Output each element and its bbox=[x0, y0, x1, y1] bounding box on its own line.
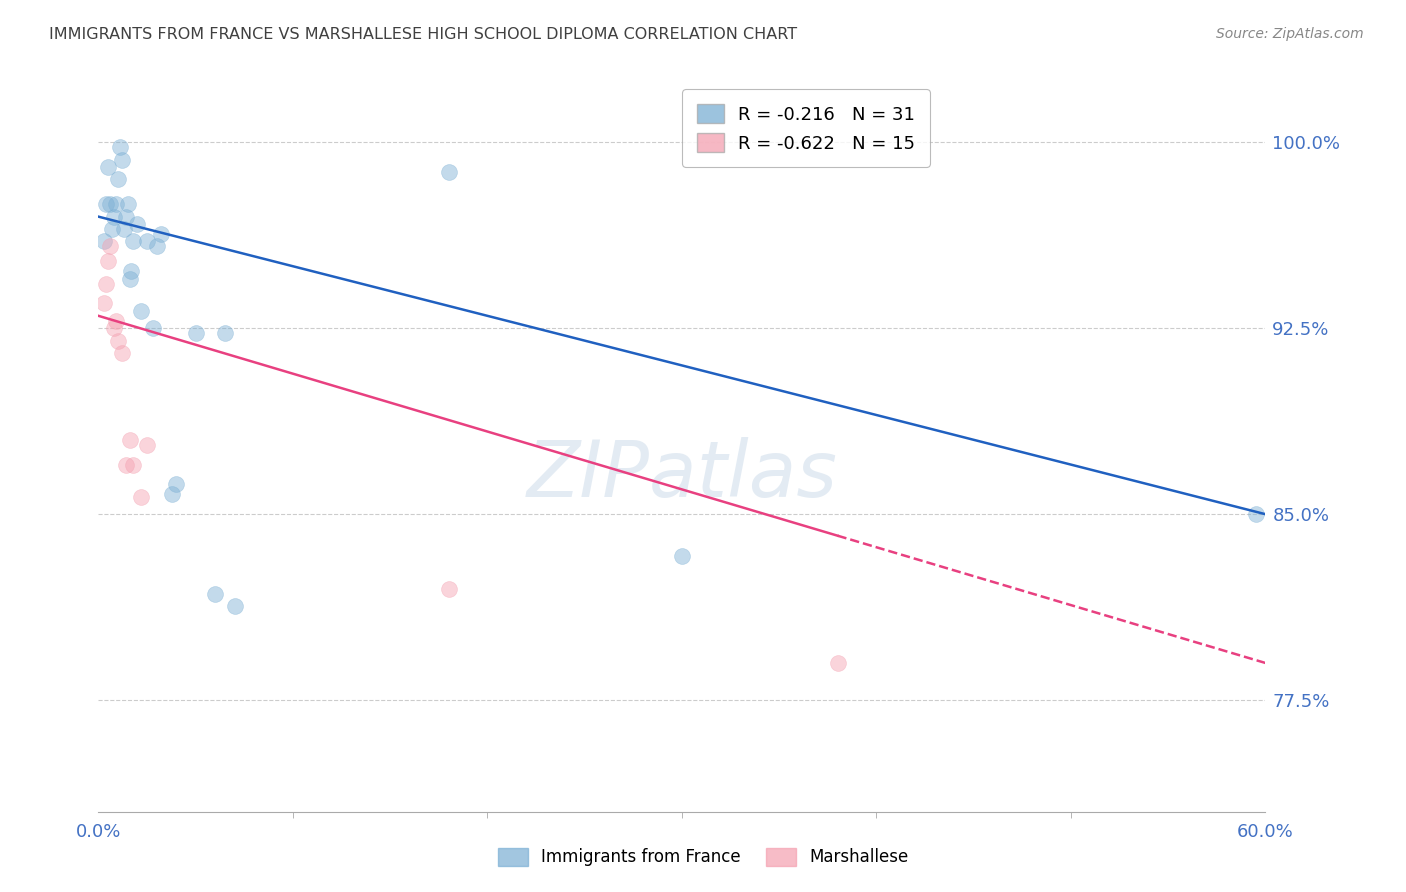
Point bbox=[118, 433, 141, 447]
Point bbox=[136, 438, 159, 452]
Point bbox=[136, 235, 159, 249]
Point bbox=[117, 197, 139, 211]
Point bbox=[121, 264, 143, 278]
Point bbox=[104, 197, 127, 211]
Text: Source: ZipAtlas.com: Source: ZipAtlas.com bbox=[1216, 27, 1364, 41]
Point bbox=[129, 304, 152, 318]
Point bbox=[122, 235, 145, 249]
Point bbox=[118, 271, 141, 285]
Point bbox=[103, 210, 125, 224]
Point bbox=[122, 458, 145, 472]
Point bbox=[111, 346, 134, 360]
Point bbox=[129, 490, 152, 504]
Point bbox=[97, 160, 120, 174]
Point bbox=[97, 254, 120, 268]
Point bbox=[671, 549, 693, 564]
Point bbox=[127, 217, 149, 231]
Point bbox=[114, 458, 136, 472]
Point bbox=[103, 321, 125, 335]
Point bbox=[437, 165, 460, 179]
Point bbox=[114, 210, 136, 224]
Point bbox=[96, 197, 118, 211]
Point bbox=[827, 656, 849, 670]
Point bbox=[93, 235, 115, 249]
Point bbox=[162, 487, 184, 501]
Point bbox=[214, 326, 236, 341]
Point bbox=[111, 153, 134, 167]
Point bbox=[107, 334, 129, 348]
Point bbox=[98, 197, 121, 211]
Point bbox=[437, 582, 460, 596]
Point bbox=[184, 326, 207, 341]
Point bbox=[146, 239, 169, 253]
Point bbox=[204, 586, 226, 600]
Point bbox=[112, 222, 135, 236]
Point bbox=[101, 222, 124, 236]
Point bbox=[96, 277, 118, 291]
Point bbox=[165, 477, 187, 491]
Point bbox=[142, 321, 165, 335]
Text: IMMIGRANTS FROM FRANCE VS MARSHALLESE HIGH SCHOOL DIPLOMA CORRELATION CHART: IMMIGRANTS FROM FRANCE VS MARSHALLESE HI… bbox=[49, 27, 797, 42]
Text: ZIPatlas: ZIPatlas bbox=[526, 437, 838, 513]
Point bbox=[98, 239, 121, 253]
Point bbox=[149, 227, 172, 241]
Point bbox=[108, 140, 131, 154]
Point bbox=[107, 172, 129, 186]
Point bbox=[224, 599, 246, 613]
Legend: Immigrants from France, Marshallese: Immigrants from France, Marshallese bbox=[489, 839, 917, 875]
Legend: R = -0.216   N = 31, R = -0.622   N = 15: R = -0.216 N = 31, R = -0.622 N = 15 bbox=[682, 89, 929, 167]
Point bbox=[104, 314, 127, 328]
Point bbox=[93, 296, 115, 310]
Point bbox=[1244, 507, 1267, 521]
